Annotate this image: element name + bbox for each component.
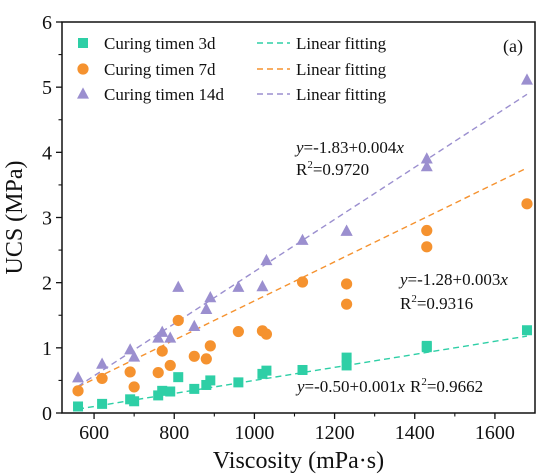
data-point	[164, 331, 177, 343]
y-tick-label: 5	[42, 77, 52, 99]
fit-line	[77, 335, 528, 410]
data-point	[420, 160, 433, 172]
data-point	[256, 279, 269, 292]
annotation-equation: y=-1.83+0.004x	[294, 138, 404, 157]
data-point	[172, 314, 184, 327]
data-point	[172, 280, 185, 292]
data-point	[341, 352, 352, 363]
legend-marker	[77, 63, 89, 75]
legend-fit-label: Linear fitting	[296, 34, 387, 53]
data-point	[152, 331, 165, 343]
y-tick-label: 4	[42, 142, 52, 164]
data-point	[156, 325, 169, 337]
fit-lines	[77, 93, 528, 410]
data-point	[296, 276, 309, 288]
data-point	[297, 364, 308, 375]
data-point	[124, 343, 137, 355]
x-tick-label: 1600	[475, 422, 515, 444]
data-point	[421, 342, 432, 353]
data-point	[340, 224, 353, 236]
annotation-r2: R2=0.9662	[410, 376, 483, 396]
annotation-14d: y=-1.83+0.004x R2=0.9720	[294, 138, 404, 179]
data-point	[421, 241, 433, 253]
data-point	[188, 350, 200, 362]
annotation-7d: y=-1.28+0.003x R2=0.9316	[398, 270, 508, 313]
data-point	[72, 385, 84, 397]
fit-line	[77, 167, 528, 388]
y-tick-label: 2	[42, 273, 52, 295]
data-point	[341, 298, 353, 310]
x-tick-label: 1200	[315, 422, 355, 444]
data-point	[520, 73, 533, 85]
data-point	[261, 365, 272, 376]
data-point	[205, 375, 216, 386]
data-point	[128, 381, 140, 393]
annotation-r2: R2=0.9720	[296, 159, 369, 179]
data-point	[204, 291, 217, 303]
data-point	[96, 357, 109, 369]
data-point	[232, 325, 244, 338]
legend: Curing timen 3d Linear fitting Curing time…	[77, 34, 387, 104]
data-point	[156, 345, 168, 357]
data-point	[189, 383, 200, 394]
data-point	[260, 253, 273, 266]
x-tick-label: 800	[159, 422, 189, 444]
data-point	[173, 372, 184, 383]
annotation-equation: y=-0.50+0.001x	[295, 377, 405, 396]
data-point	[233, 377, 244, 388]
data-point	[232, 280, 245, 292]
x-axis-label: Viscosity (mPa·s)	[213, 448, 384, 474]
data-point	[200, 302, 213, 315]
data-point	[341, 360, 352, 371]
legend-marker	[78, 38, 88, 48]
x-tick-label: 1000	[234, 422, 274, 444]
legend-marker	[77, 87, 89, 99]
data-point	[164, 359, 176, 372]
legend-series-label: Curing timen 3d	[104, 34, 216, 53]
data-point	[157, 385, 168, 396]
data-point	[96, 372, 108, 385]
data-point	[73, 401, 84, 412]
data-point	[152, 366, 164, 379]
data-point	[420, 152, 433, 164]
data-point	[204, 340, 216, 352]
data-point	[521, 198, 533, 210]
x-tick-label: 1400	[395, 422, 435, 444]
data-points	[72, 73, 533, 412]
annotation-r2: R2=0.9316	[400, 293, 473, 313]
annotation-equation: y=-1.28+0.003x	[398, 270, 508, 289]
data-point	[260, 328, 273, 340]
legend-series-label: Curing timen 7d	[104, 60, 216, 79]
data-point	[296, 233, 309, 245]
data-point	[97, 398, 108, 409]
data-point	[129, 396, 140, 407]
y-axis-label: UCS (MPa)	[2, 160, 28, 274]
data-point	[128, 350, 141, 362]
y-tick-label: 6	[42, 12, 52, 34]
panel-label: (a)	[503, 36, 523, 57]
legend-fit-label: Linear fitting	[296, 60, 387, 79]
data-point	[521, 325, 532, 336]
y-tick-label: 3	[42, 208, 52, 230]
data-point	[72, 371, 85, 383]
data-point	[341, 278, 353, 290]
data-point	[421, 224, 433, 237]
annotation-3d: y=-0.50+0.001x R2=0.9662	[295, 376, 483, 396]
y-tick-label: 0	[42, 403, 52, 425]
axis-ticks: 600 800 1000 1200 1400 1600 0 1 2 3 4 5 6	[42, 12, 515, 444]
legend-series-label: Curing timen 14d	[104, 85, 224, 104]
y-tick-label: 1	[42, 338, 52, 360]
data-point	[188, 319, 201, 331]
legend-fit-label: Linear fitting	[296, 85, 387, 104]
data-point	[124, 366, 136, 378]
data-point	[165, 386, 176, 397]
data-point	[200, 353, 212, 365]
x-tick-label: 600	[79, 422, 109, 444]
